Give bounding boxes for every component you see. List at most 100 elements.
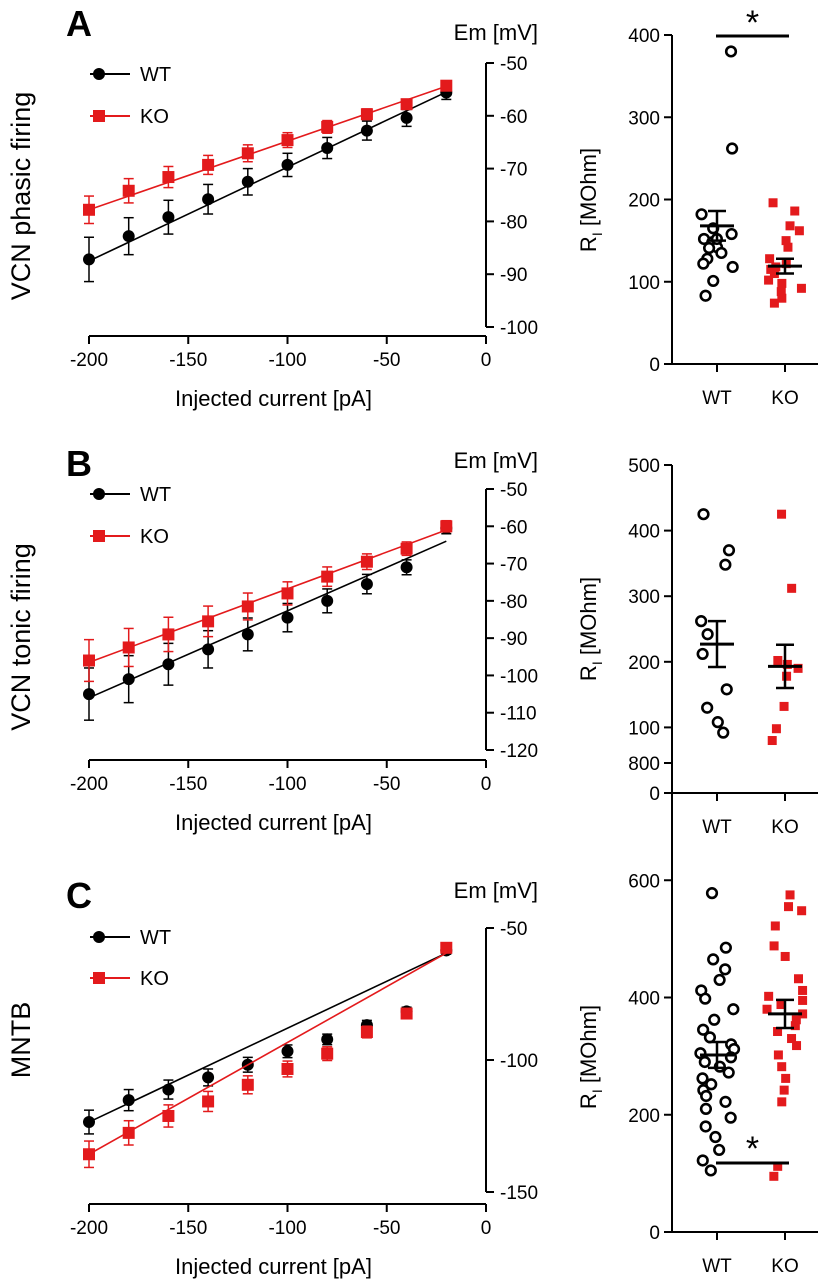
y-tick-label: 200: [628, 191, 660, 212]
data-point: [699, 992, 712, 1005]
data-point: [724, 1111, 737, 1124]
data-point: [719, 941, 732, 954]
data-point: [779, 1085, 789, 1095]
y-tick-label: 500: [628, 456, 660, 477]
legend-marker: [93, 530, 105, 542]
data-point: [792, 1041, 802, 1051]
x-axis-label: Injected current [pA]: [175, 1254, 372, 1279]
data-point: [719, 963, 732, 976]
y-axis-label: RI [MOhm]: [576, 577, 605, 681]
data-point: [791, 1015, 801, 1025]
series-ko: [83, 519, 453, 683]
group-wt: [695, 508, 736, 739]
data-point: [701, 701, 714, 714]
x-tick-label: -150: [169, 774, 207, 795]
data-point: [765, 254, 775, 264]
data-point: [699, 1102, 713, 1115]
y-tick-label: -50: [500, 54, 527, 75]
data-point: [122, 641, 135, 654]
y-tick-label: 100: [628, 718, 660, 739]
x-tick-label: KO: [771, 1256, 798, 1277]
data-point: [707, 953, 720, 966]
data-point: [776, 1000, 786, 1010]
data-point: [783, 242, 793, 252]
data-point: [769, 1171, 779, 1181]
data-point: [400, 561, 413, 574]
data-point: [281, 611, 294, 624]
legend-marker: [93, 488, 105, 500]
y-tick-label: 600: [628, 871, 660, 892]
data-point: [321, 120, 334, 133]
data-point: [281, 1062, 294, 1075]
data-point: [162, 171, 175, 184]
legend-label: KO: [140, 526, 169, 548]
y-tick-label: 0: [649, 784, 660, 805]
y-axis-label: Em [mV]: [454, 448, 538, 473]
data-point: [773, 655, 783, 665]
y-label-subscript: I: [589, 1089, 605, 1093]
x-tick-label: -100: [268, 774, 306, 795]
data-point: [701, 628, 714, 641]
data-point: [321, 142, 334, 155]
data-point: [695, 208, 708, 221]
panel-letter: C: [66, 875, 92, 916]
y-tick-label: -100: [500, 1051, 538, 1072]
x-tick-label: KO: [771, 388, 798, 409]
data-point: [781, 236, 791, 246]
data-point: [400, 1007, 413, 1020]
x-tick-label: 0: [481, 774, 492, 795]
data-point: [83, 1148, 95, 1161]
data-point: [708, 1013, 721, 1026]
data-point: [697, 1023, 710, 1036]
data-point: [777, 293, 787, 303]
x-tick-label: WT: [702, 388, 732, 409]
data-point: [770, 921, 780, 931]
group-ko: [767, 509, 803, 746]
legend-label: WT: [140, 484, 171, 506]
y-tick-label: 400: [628, 989, 660, 1010]
y-tick-label: -70: [500, 555, 527, 576]
data-point: [241, 628, 254, 641]
data-point: [769, 298, 779, 308]
fit-line: [88, 91, 447, 262]
data-point: [162, 211, 175, 224]
x-tick-label: 0: [481, 350, 492, 371]
y-tick-label: -70: [500, 160, 527, 181]
y-axis-label: RI [MOhm]: [576, 148, 605, 252]
series-wt: [83, 84, 453, 283]
y-tick-label: 400: [628, 522, 660, 543]
data-point: [704, 1164, 717, 1177]
group-ko: [762, 890, 808, 1181]
data-point: [780, 951, 790, 961]
data-point: [83, 253, 95, 266]
y-tick-label: -90: [500, 265, 527, 286]
resistance-plot: 0 100 200 300 400 WT KO RI [MOhm] *: [576, 4, 818, 409]
data-point: [715, 246, 728, 260]
y-tick-label: -80: [500, 592, 527, 613]
data-point: [360, 108, 373, 121]
data-point: [785, 890, 795, 900]
legend-label: WT: [140, 64, 171, 86]
fit-line: [88, 952, 447, 1155]
data-point: [782, 671, 792, 681]
y-tick-label: 800: [628, 754, 660, 775]
data-point: [727, 1003, 740, 1016]
x-axis-label: Injected current [pA]: [175, 810, 372, 835]
data-point: [702, 241, 716, 255]
y-label-main: R: [576, 1093, 601, 1109]
data-point: [771, 724, 781, 734]
x-tick-label: -150: [169, 1218, 207, 1239]
data-point: [699, 1120, 712, 1133]
data-point: [767, 736, 777, 746]
data-point: [83, 1116, 95, 1129]
x-tick-label: -150: [169, 350, 207, 371]
group-wt: [694, 887, 741, 1177]
legend-label: KO: [140, 106, 169, 128]
data-point: [440, 79, 453, 92]
y-tick-label: 100: [628, 273, 660, 294]
y-label-subscript: I: [589, 661, 605, 665]
data-point: [713, 973, 726, 987]
data-point: [281, 1045, 294, 1058]
